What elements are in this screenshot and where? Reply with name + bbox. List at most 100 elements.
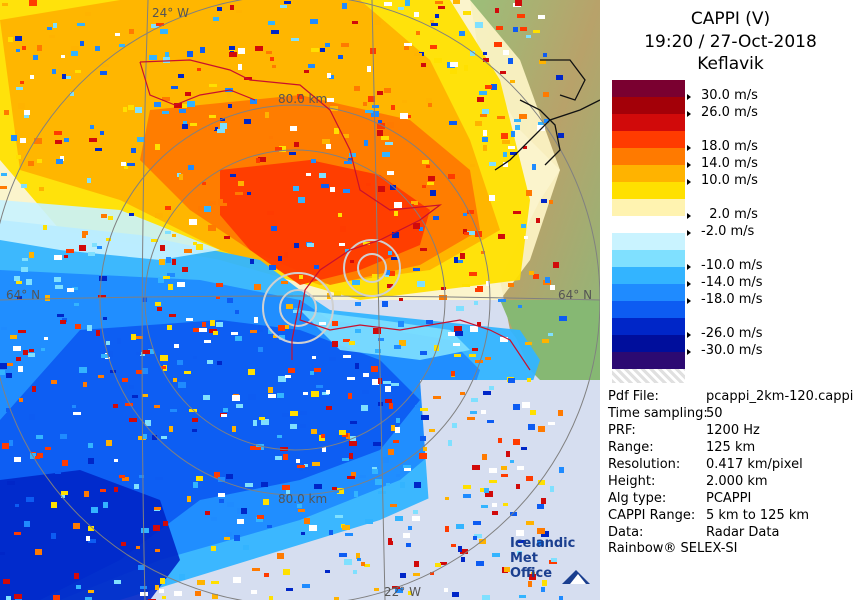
- radar-pixel: [290, 424, 297, 429]
- radar-pixel: [453, 343, 460, 346]
- radar-map[interactable]: 24° W 22° W 64° N 64° N 80.0 km 80.0 km …: [0, 0, 600, 600]
- radar-pixel: [402, 100, 407, 103]
- radar-pixel: [169, 426, 173, 432]
- radar-pixel: [486, 281, 490, 286]
- radar-pixel: [491, 84, 497, 90]
- radar-pixel: [459, 31, 465, 36]
- coastline-black: [494, 59, 600, 171]
- radar-pixel: [168, 284, 173, 290]
- radar-pixel: [537, 528, 545, 534]
- radar-pixel: [348, 158, 353, 161]
- radar-pixel: [20, 81, 24, 84]
- radar-pixel: [472, 465, 480, 470]
- longitude-line-22w: [371, 0, 386, 600]
- radar-pixel: [95, 148, 102, 151]
- radar-pixel: [254, 317, 258, 323]
- radar-pixel: [460, 253, 465, 259]
- radar-pixel: [489, 162, 496, 166]
- radar-pixel: [218, 493, 225, 497]
- radar-pixel: [373, 442, 381, 446]
- radar-pixel: [131, 334, 136, 340]
- radar-pixel: [532, 164, 536, 170]
- radar-pixel: [193, 356, 197, 359]
- radar-pixel: [79, 367, 87, 373]
- radar-pixel: [357, 558, 361, 561]
- legend-tick: [687, 213, 691, 219]
- radar-pixel: [438, 6, 445, 9]
- radar-pixel: [455, 331, 463, 336]
- radar-pixel: [463, 11, 471, 15]
- radar-pixel: [549, 200, 553, 204]
- radar-pixel: [73, 412, 81, 415]
- radar-pixel: [76, 585, 81, 589]
- radar-pixel: [329, 530, 333, 535]
- radar-pixel: [74, 573, 79, 579]
- radar-pixel: [332, 341, 338, 347]
- radar-pixel: [414, 561, 419, 567]
- radar-pixel: [197, 580, 205, 585]
- radar-pixel: [559, 596, 563, 600]
- radar-pixel: [414, 53, 422, 56]
- info-key: Alg type:: [608, 491, 667, 506]
- radar-pixel: [334, 490, 339, 493]
- radar-pixel: [413, 573, 420, 576]
- radar-pixel: [226, 474, 233, 479]
- radar-pixel: [267, 525, 272, 528]
- radar-pixel: [13, 346, 21, 351]
- radar-pixel: [391, 257, 399, 260]
- radar-pixel: [484, 488, 489, 493]
- radar-pixel: [137, 137, 144, 142]
- radar-pixel: [456, 524, 464, 529]
- radar-pixel: [275, 456, 282, 460]
- info-value: 125 km: [706, 440, 756, 455]
- radar-pixel: [479, 539, 486, 544]
- radar-pixel: [322, 392, 329, 395]
- radar-pixel: [101, 214, 107, 218]
- radar-pixel: [154, 507, 161, 510]
- radar-pixel: [352, 280, 360, 285]
- radar-pixel: [125, 403, 133, 406]
- latitude-label-right: 64° N: [558, 288, 593, 302]
- radar-pixel: [290, 411, 298, 416]
- radar-pixel: [95, 46, 100, 51]
- radar-pixel: [102, 64, 109, 67]
- radar-pixel: [284, 1, 291, 4]
- radar-pixel: [390, 185, 396, 190]
- legend-label: 14.0 m/s: [701, 156, 758, 171]
- radar-pixel: [343, 189, 350, 193]
- radar-pixel: [160, 245, 165, 251]
- radar-pixel: [291, 38, 299, 41]
- radar-pixel: [91, 507, 98, 513]
- radar-pixel: [454, 326, 462, 332]
- radar-pixel: [519, 595, 526, 598]
- radar-pixel: [407, 115, 411, 118]
- radar-pixel: [273, 335, 277, 338]
- radar-pixel: [403, 533, 410, 538]
- radar-pixel: [114, 459, 118, 462]
- radar-pixel: [378, 186, 385, 192]
- radar-pixel: [298, 509, 305, 512]
- radar-pixel: [462, 284, 470, 287]
- radar-pixel: [256, 517, 263, 522]
- radar-pixel: [179, 574, 185, 580]
- radar-pixel: [114, 487, 118, 492]
- radar-pixel: [136, 352, 141, 355]
- radar-pixel: [361, 405, 368, 411]
- radar-pixel: [364, 140, 368, 146]
- radar-pixel: [0, 370, 5, 375]
- legend-tick: [687, 162, 691, 168]
- radar-pixel: [434, 58, 442, 63]
- radar-pixel: [435, 14, 439, 18]
- radar-pixel: [163, 521, 168, 526]
- radar-pixel: [217, 129, 225, 133]
- radar-pixel: [523, 146, 527, 149]
- radar-pixel: [363, 242, 370, 245]
- radar-pixel: [119, 44, 125, 47]
- legend-label: 10.0 m/s: [701, 173, 758, 188]
- radar-pixel: [29, 349, 34, 352]
- radar-pixel: [545, 277, 550, 283]
- radar-pixel: [426, 320, 433, 324]
- imo-logo-mark: [562, 570, 590, 584]
- radar-pixel: [464, 65, 468, 71]
- radar-pixel: [97, 246, 102, 249]
